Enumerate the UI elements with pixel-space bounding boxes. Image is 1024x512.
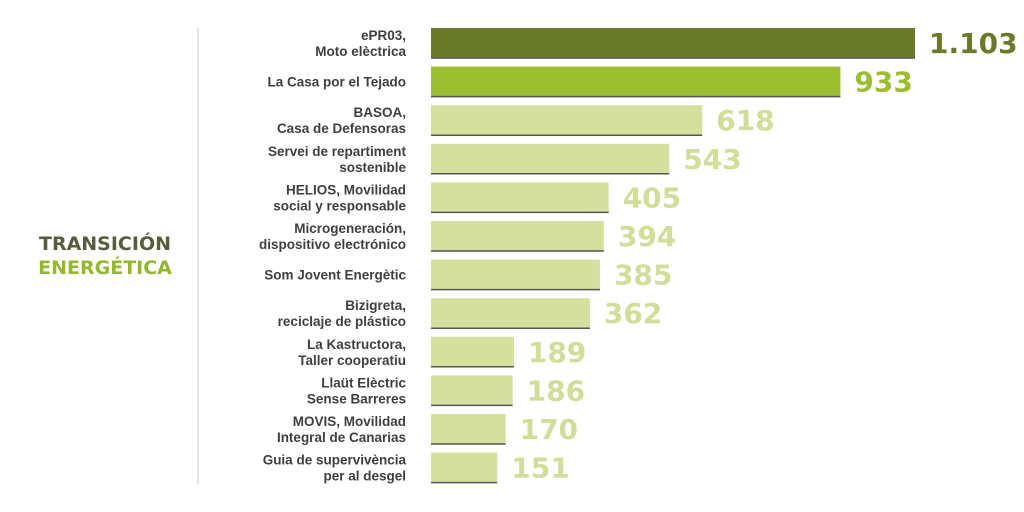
bar <box>431 298 590 329</box>
value-label: 362 <box>604 297 662 330</box>
bar <box>431 143 670 174</box>
bar <box>431 452 498 483</box>
category-label: Guia de supervivència per al desgel <box>263 453 407 484</box>
value-label: 151 <box>511 452 569 485</box>
bar-row: Som Jovent Energètic 385 <box>264 259 672 292</box>
category-label: Servei de repartiment sostenible <box>268 144 407 175</box>
value-label: 394 <box>618 220 676 253</box>
value-label: 618 <box>716 104 774 137</box>
category-label: HELIOS, Movilidad social y responsable <box>273 182 406 213</box>
bar <box>431 259 600 290</box>
bar-row: Microgeneración, dispositivo electrónico 3… <box>259 220 676 253</box>
bar-row: La Kastructora, Taller cooperatiu 189 <box>298 336 586 369</box>
bar-row: BASOA, Casa de Defensoras 618 <box>277 104 775 137</box>
bar <box>431 336 514 367</box>
category-label: Bizigreta, reciclaje de plástico <box>278 298 406 329</box>
category-label: ePR03, Moto elèctrica <box>315 28 406 59</box>
category-label: La Kastructora, Taller cooperatiu <box>298 337 406 368</box>
bar <box>431 66 841 97</box>
value-label: 1.103 <box>929 27 1018 60</box>
category-label: Microgeneración, dispositivo electrónico <box>259 221 406 252</box>
category-label: Som Jovent Energètic <box>264 268 406 283</box>
bar-row: MOVIS, Movilidad Integral de Canarias 170 <box>277 413 578 446</box>
bar-row: ePR03, Moto elèctrica 1.103 <box>315 27 1017 60</box>
bar <box>431 221 604 251</box>
category-label: La Casa por el Tejado <box>267 75 406 90</box>
category-label: BASOA, Casa de Defensoras <box>277 105 406 136</box>
value-label: 543 <box>683 143 741 176</box>
bar <box>431 105 703 136</box>
category-label: Llaüt Elèctric Sense Barreres <box>307 375 407 406</box>
bar-row: HELIOS, Movilidad social y responsable 405 <box>273 181 681 214</box>
value-label: 385 <box>614 259 672 292</box>
bar-row: Guia de supervivència per al desgel 151 <box>263 452 570 485</box>
value-label: 405 <box>623 181 681 214</box>
section-title: TRANSICIÓN ENERGÉTICA <box>20 232 190 280</box>
bar-row: Llaüt Elèctric Sense Barreres 186 <box>307 374 585 407</box>
bar <box>431 414 506 444</box>
value-label: 186 <box>527 374 585 407</box>
bar-row: Servei de repartiment sostenible 543 <box>268 143 742 176</box>
bar <box>431 375 513 406</box>
bar-row: La Casa por el Tejado 933 <box>267 66 912 99</box>
value-label: 933 <box>854 66 912 99</box>
bars-layer: ePR03, Moto elèctrica 1.103 La Casa por el … <box>259 27 1018 485</box>
section-title-line2: ENERGÉTICA <box>38 257 172 279</box>
bar <box>431 28 915 58</box>
section-title-line1: TRANSICIÓN <box>38 233 172 255</box>
category-label: MOVIS, Movilidad Integral de Canarias <box>277 414 406 445</box>
value-label: 189 <box>528 336 586 369</box>
bar <box>431 182 609 213</box>
value-label: 170 <box>520 413 578 446</box>
bar-row: Bizigreta, reciclaje de plástico 362 <box>278 297 663 330</box>
